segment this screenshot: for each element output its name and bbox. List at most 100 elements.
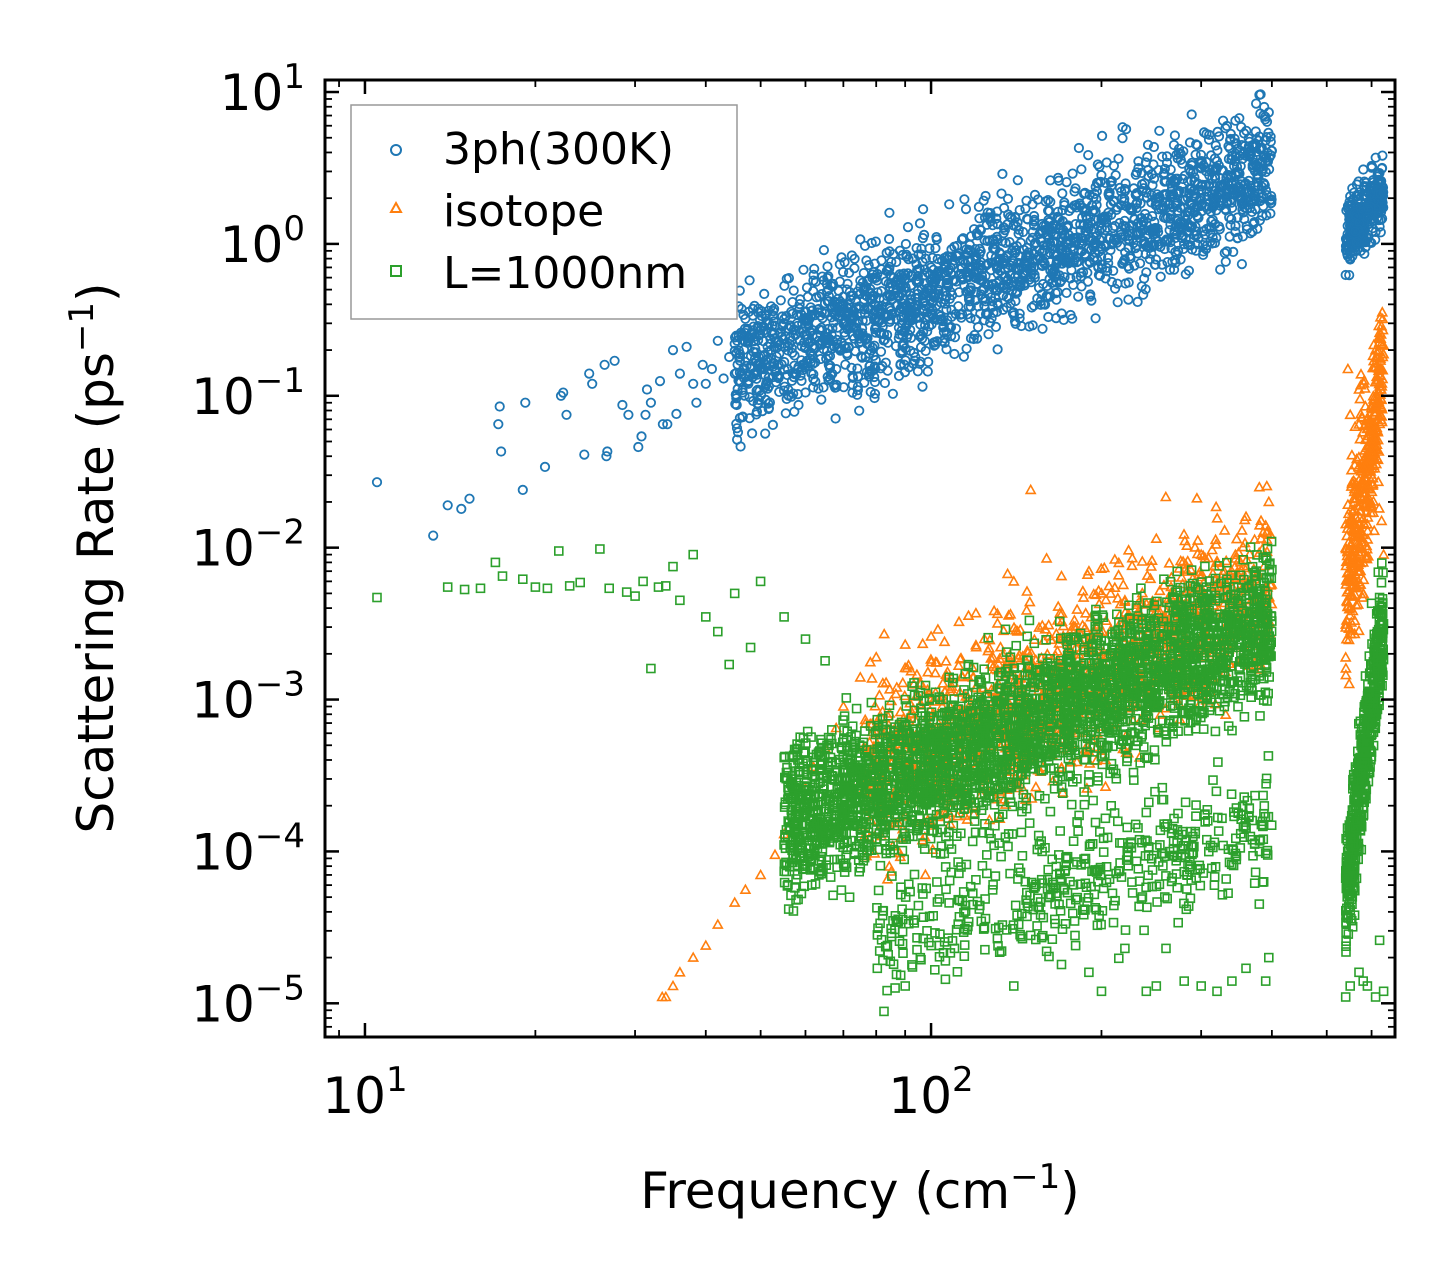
data-point: [1049, 265, 1060, 276]
data-point: [857, 344, 869, 355]
data-point: [1144, 254, 1155, 265]
data-point: [751, 347, 762, 358]
data-point: [674, 368, 686, 379]
data-point: [1017, 268, 1028, 279]
data-point: [706, 363, 718, 375]
data-point: [1100, 177, 1111, 188]
data-point: [1150, 254, 1162, 265]
data-point: [939, 337, 950, 348]
data-point: [1159, 490, 1172, 502]
data-point: [1130, 169, 1141, 180]
data-point: [971, 230, 983, 241]
data-point: [998, 202, 1010, 214]
data-point: [1139, 178, 1150, 189]
data-point: [1071, 603, 1083, 614]
data-point: [940, 655, 952, 666]
data-point: [1142, 151, 1153, 162]
data-point: [885, 278, 897, 289]
data-point: [883, 310, 894, 321]
data-point: [786, 375, 798, 386]
data-point: [1220, 256, 1231, 267]
data-point: [791, 318, 803, 329]
data-point: [1041, 290, 1052, 302]
data-point: [1213, 131, 1225, 142]
data-point: [1110, 283, 1121, 294]
data-point: [975, 275, 987, 286]
data-point: [699, 939, 712, 950]
data-point: [1204, 129, 1215, 140]
data-point: [1344, 408, 1357, 420]
data-point: [1135, 198, 1146, 209]
data-point: [960, 249, 971, 260]
data-point: [1225, 220, 1236, 231]
data-point: [916, 329, 927, 340]
data-point: [882, 365, 893, 376]
data-point: [371, 477, 383, 488]
data-point: [1202, 204, 1213, 215]
data-point: [988, 279, 999, 290]
data-point: [850, 296, 862, 307]
data-point: [759, 288, 770, 299]
data-point: [822, 272, 833, 284]
data-point: [561, 409, 572, 420]
data-point: [1083, 150, 1094, 161]
data-point: [919, 868, 932, 880]
data-point: [1090, 313, 1101, 324]
data-point: [836, 885, 847, 895]
data-point: [1370, 152, 1381, 163]
data-point: [1082, 276, 1094, 287]
data-point: [1081, 205, 1092, 216]
data-point: [1037, 323, 1048, 334]
data-point: [1021, 585, 1033, 596]
data-point: [796, 355, 807, 366]
data-point: [1097, 130, 1108, 141]
data-point: [1222, 169, 1233, 180]
data-point: [862, 333, 873, 344]
data-point: [836, 344, 847, 355]
data-point: [869, 371, 880, 383]
data-point: [1255, 89, 1266, 100]
data-point: [992, 344, 1003, 355]
data-point: [1123, 277, 1134, 288]
data-point: [842, 324, 853, 335]
data-point: [1061, 287, 1072, 298]
data-point: [1112, 237, 1123, 248]
data-point: [1243, 196, 1254, 208]
data-point: [932, 267, 944, 278]
data-point: [1180, 269, 1191, 280]
data-point: [1029, 216, 1040, 227]
data-point: [1020, 604, 1033, 615]
data-point: [1200, 244, 1212, 255]
data-point: [973, 301, 984, 312]
data-point: [1035, 295, 1046, 307]
data-point: [983, 329, 994, 340]
data-point: [779, 364, 790, 375]
data-point: [1221, 198, 1232, 209]
data-point: [1260, 479, 1273, 491]
data-point: [795, 294, 806, 305]
data-point: [1173, 143, 1185, 154]
data-point: [1065, 251, 1076, 262]
data-point: [852, 371, 864, 382]
data-point: [1350, 226, 1361, 237]
data-point: [860, 334, 872, 345]
data-point: [1073, 245, 1084, 256]
data-point: [869, 258, 880, 269]
data-point: [783, 272, 795, 284]
data-point: [1255, 143, 1266, 154]
data-point: [1349, 207, 1360, 218]
data-point: [1225, 133, 1236, 145]
data-point: [861, 315, 872, 326]
data-point: [633, 441, 644, 453]
data-point: [1098, 212, 1109, 223]
data-point: [1261, 190, 1272, 201]
data-point: [1041, 229, 1052, 240]
data-point: [1251, 134, 1262, 145]
data-point: [1172, 213, 1184, 224]
data-point: [1136, 555, 1149, 566]
data-point: [1124, 235, 1135, 246]
data-point: [928, 337, 939, 348]
data-point: [1073, 291, 1084, 302]
data-point: [911, 259, 922, 270]
data-point: [779, 280, 790, 291]
